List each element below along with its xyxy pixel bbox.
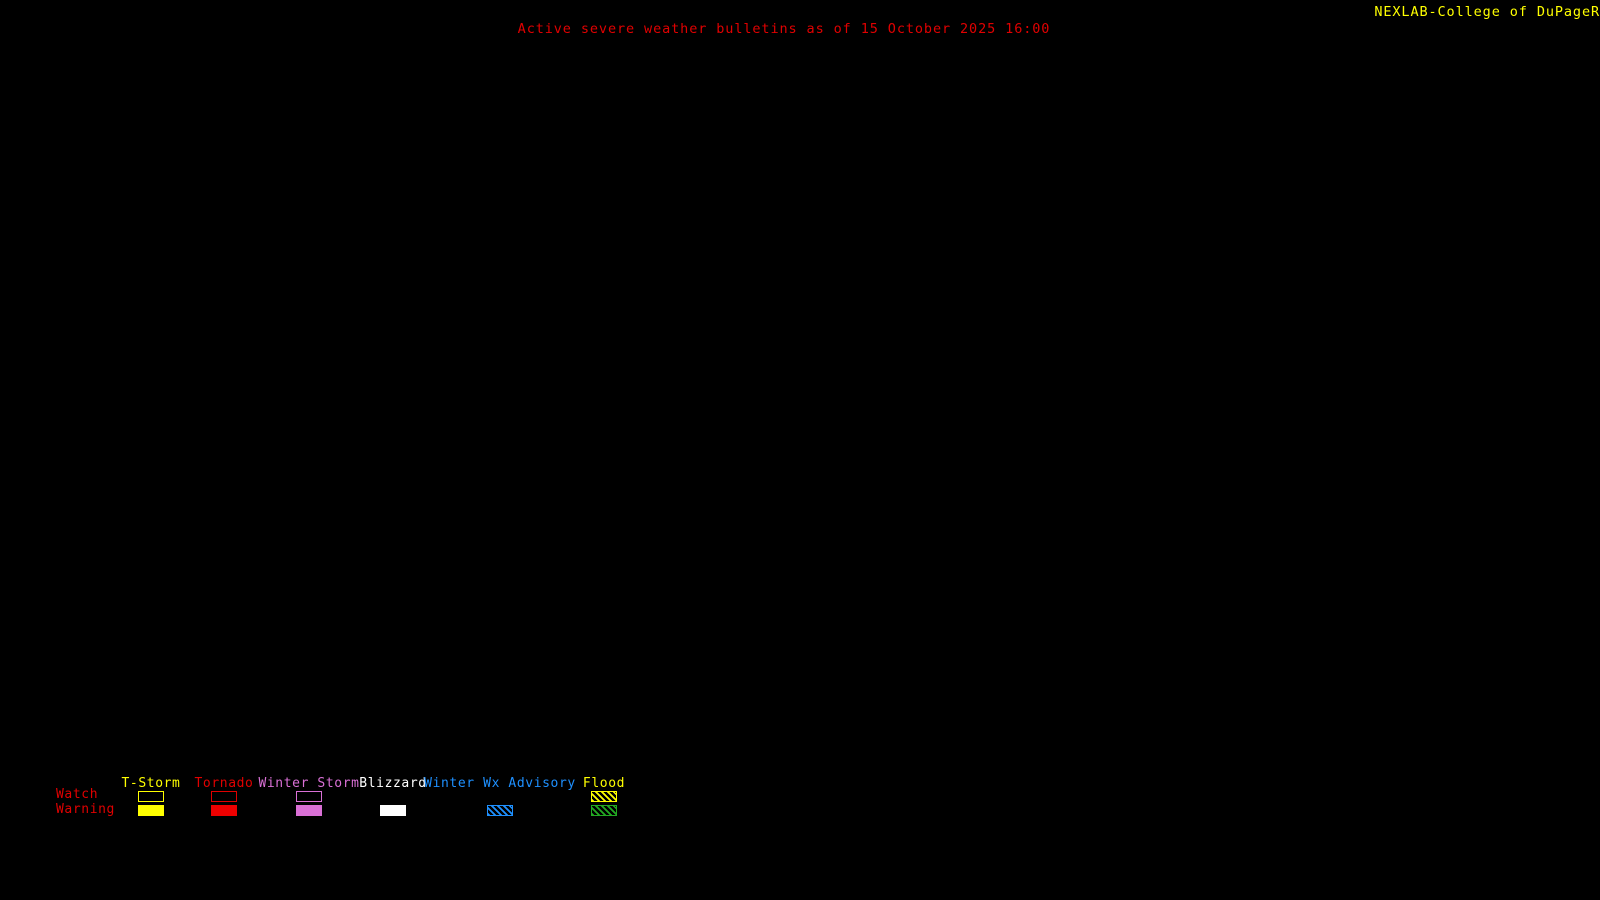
weather-map-canvas[interactable] (0, 44, 1600, 772)
legend-swatch-t-storm-watch (138, 791, 164, 802)
legend-row-label-watch: Watch (56, 787, 99, 802)
legend-swatch-flood-warning (591, 805, 617, 816)
legend-swatch-winter-wx-advisory-warning (487, 805, 513, 816)
legend-row-label-warning: Warning (56, 802, 115, 817)
legend-swatch-flood-watch (591, 791, 617, 802)
legend-title-winter-wx-advisory: Winter Wx Advisory (424, 776, 576, 791)
page-title: Active severe weather bulletins as of 15… (517, 21, 1051, 37)
legend-title-t-storm: T-Storm (121, 776, 181, 791)
legend-title-tornado: Tornado (194, 776, 254, 791)
legend-swatch-blizzard-warning (380, 805, 406, 816)
legend-swatch-t-storm-warning (138, 805, 164, 816)
legend-swatch-tornado-warning (211, 805, 237, 816)
legend-title-winter-storm: Winter Storm (258, 776, 360, 791)
legend-swatch-tornado-watch (211, 791, 237, 802)
legend: Watch Warning T-Storm Tornado Winter Sto… (0, 772, 1600, 900)
legend-swatch-winter-storm-watch (296, 791, 322, 802)
brand-registered-icon: R (1591, 4, 1600, 20)
brand-label: NEXLAB-College of DuPageR (1374, 3, 1600, 21)
legend-title-flood: Flood (582, 776, 626, 791)
legend-swatch-winter-storm-warning (296, 805, 322, 816)
legend-title-blizzard: Blizzard (359, 776, 427, 791)
brand-label-text: NEXLAB-College of DuPage (1374, 4, 1591, 20)
